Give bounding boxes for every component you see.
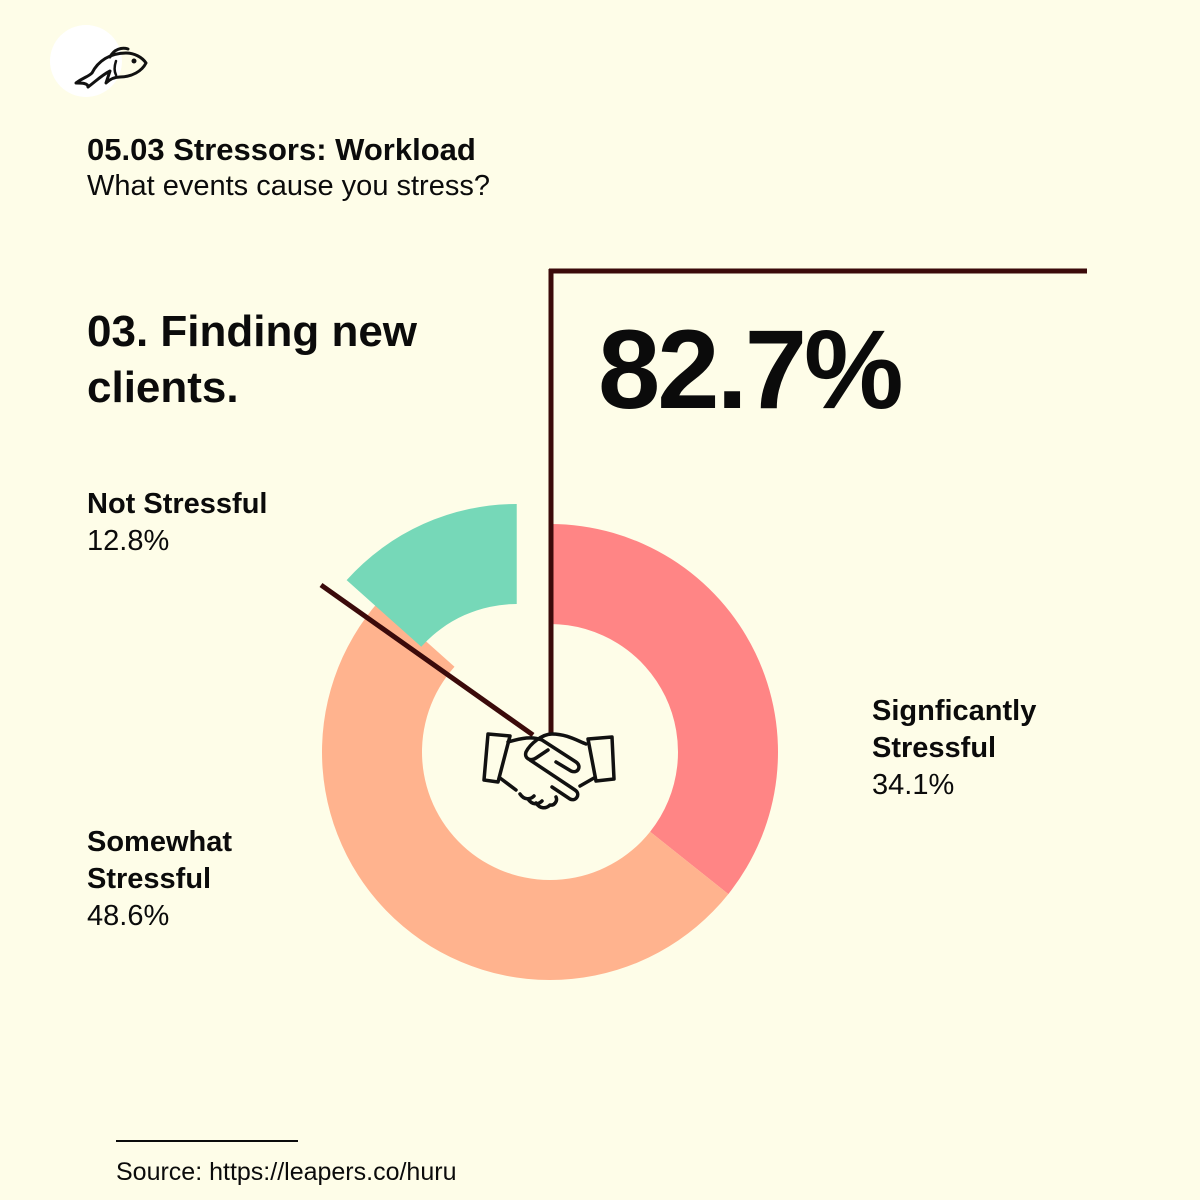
- label-not-stressful: Not Stressful 12.8%: [87, 486, 267, 560]
- label-not-stressful-value: 12.8%: [87, 525, 170, 557]
- highlight-percentage: 82.7%: [598, 307, 904, 432]
- leader-line-not-stressful: [319, 582, 535, 738]
- donut-slice-not-stressful: [346, 504, 517, 647]
- label-not-stressful-name: Not Stressful: [87, 488, 268, 520]
- label-somewhat-stressful: Somewhat Stressful 48.6%: [87, 824, 347, 935]
- donut-slice-signficantly-stressful: [550, 524, 778, 895]
- donut-slice-somewhat-stressful: [322, 600, 729, 980]
- handshake-icon: [482, 732, 616, 810]
- source-text: Source: https://leapers.co/huru: [116, 1158, 457, 1186]
- label-significantly-stressful-value: 34.1%: [872, 769, 955, 801]
- label-significantly-stressful-name: Signficantly Stressful: [872, 695, 1037, 764]
- page-subtitle: What events cause you stress?: [87, 170, 490, 202]
- label-somewhat-stressful-name: Somewhat Stressful: [87, 826, 233, 895]
- logo: [50, 25, 148, 97]
- question-title: 03. Finding new clients.: [87, 307, 418, 412]
- label-somewhat-stressful-value: 48.6%: [87, 900, 170, 932]
- page-title: 05.03 Stressors: Workload: [87, 132, 476, 167]
- fish-icon: [74, 46, 148, 89]
- source-divider: [116, 1140, 298, 1142]
- label-significantly-stressful: Signficantly Stressful 34.1%: [872, 693, 1132, 804]
- heading: 05.03 Stressors: Workload What events ca…: [87, 132, 490, 204]
